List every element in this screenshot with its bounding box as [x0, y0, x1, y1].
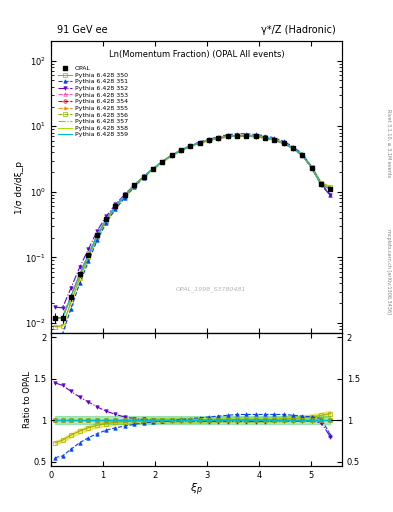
Legend: OPAL, Pythia 6.428 350, Pythia 6.428 351, Pythia 6.428 352, Pythia 6.428 353, Py: OPAL, Pythia 6.428 350, Pythia 6.428 351…	[57, 65, 129, 139]
Y-axis label: Ratio to OPAL: Ratio to OPAL	[23, 371, 32, 428]
X-axis label: $\xi_p$: $\xi_p$	[190, 481, 203, 498]
Text: 91 GeV ee: 91 GeV ee	[57, 25, 108, 35]
Text: OPAL_1998_S3780481: OPAL_1998_S3780481	[176, 286, 246, 292]
Text: mcplots.cern.ch [arXiv:1306.3436]: mcplots.cern.ch [arXiv:1306.3436]	[386, 229, 391, 314]
Text: Ln(Momentum Fraction) (OPAL All events): Ln(Momentum Fraction) (OPAL All events)	[109, 50, 284, 59]
Text: Rivet 3.1.10, ≥ 3.1M events: Rivet 3.1.10, ≥ 3.1M events	[386, 109, 391, 178]
Y-axis label: 1/σ dσ/dξ_p: 1/σ dσ/dξ_p	[15, 161, 24, 214]
Text: γ*/Z (Hadronic): γ*/Z (Hadronic)	[261, 25, 336, 35]
